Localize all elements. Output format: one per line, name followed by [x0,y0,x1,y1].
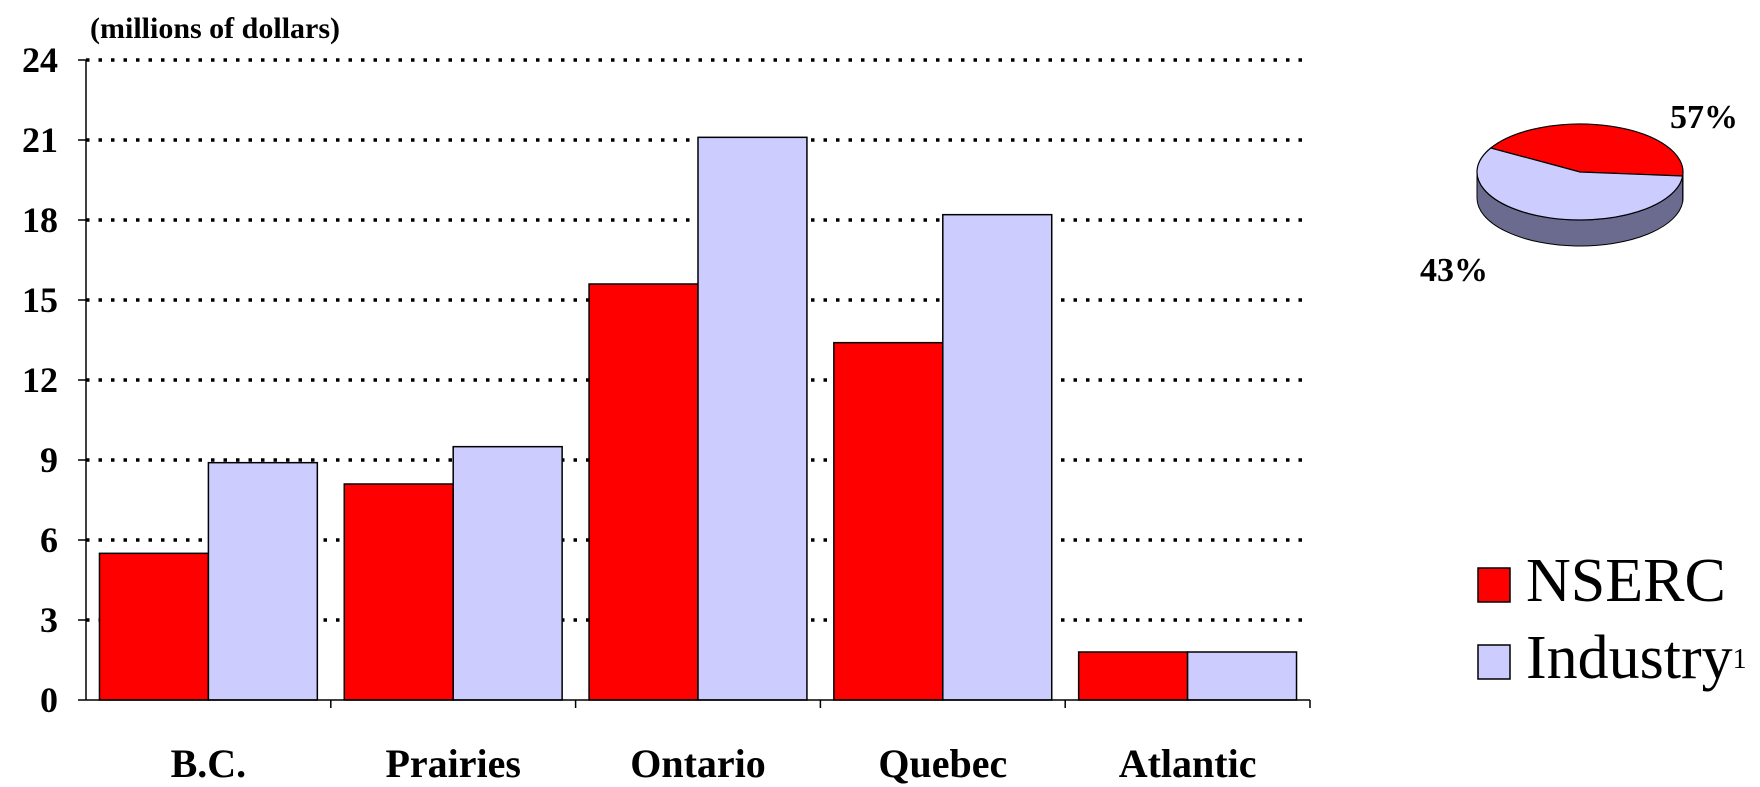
y-tick-label: 15 [22,280,58,320]
bar-nserc-1 [98,552,210,701]
y-tick-label: 6 [40,520,58,560]
x-tick-label: Prairies [385,741,521,786]
pie-slice-1 [1489,123,1684,177]
bar-nserc-4 [833,341,944,701]
x-tick-label: Quebec [878,741,1007,786]
x-axis-labels: B.C. Prairies Ontario Quebec Atlantic [171,741,1257,786]
bar-industry-4 [942,213,1053,701]
bar-nserc-2 [343,483,454,701]
unit-label: (millions of dollars) [90,12,340,45]
y-tick-label: 3 [40,600,58,640]
bar-industry-3 [697,136,808,701]
y-tick-label: 9 [40,440,58,480]
legend-label-nserc: NSERC [1526,547,1726,615]
pie-slice-2 [1476,147,1684,221]
legend-label-industry: Industry1 [1526,624,1747,692]
bar-industry-2 [452,445,563,701]
bar-industry-5 [1186,651,1298,701]
y-tick-label: 24 [22,40,58,80]
y-tick-label: 12 [22,360,58,400]
x-tick-label: B.C. [171,741,247,786]
bar-industry-1 [207,461,319,701]
pie-label-2: 57% [1670,99,1738,136]
axes [78,59,1311,708]
y-tick-label: 21 [22,120,58,160]
x-tick-label: Atlantic [1119,741,1257,786]
bars [98,136,1298,701]
legend-swatch-nserc [1477,567,1511,603]
bar-nserc-3 [588,283,699,701]
y-tick-label: 18 [22,200,58,240]
legend-swatch-industry [1477,644,1511,680]
pie-chart: 43% 57% [1420,99,1738,289]
x-tick-label: Ontario [630,741,766,786]
y-tick-label: 0 [40,680,58,720]
pie-label-1: 43% [1420,252,1488,289]
bar-nserc-5 [1077,651,1189,701]
y-axis-ticks: 0 3 6 9 12 15 18 21 24 [22,40,58,720]
legend: NSERC Industry1 [1477,547,1747,692]
